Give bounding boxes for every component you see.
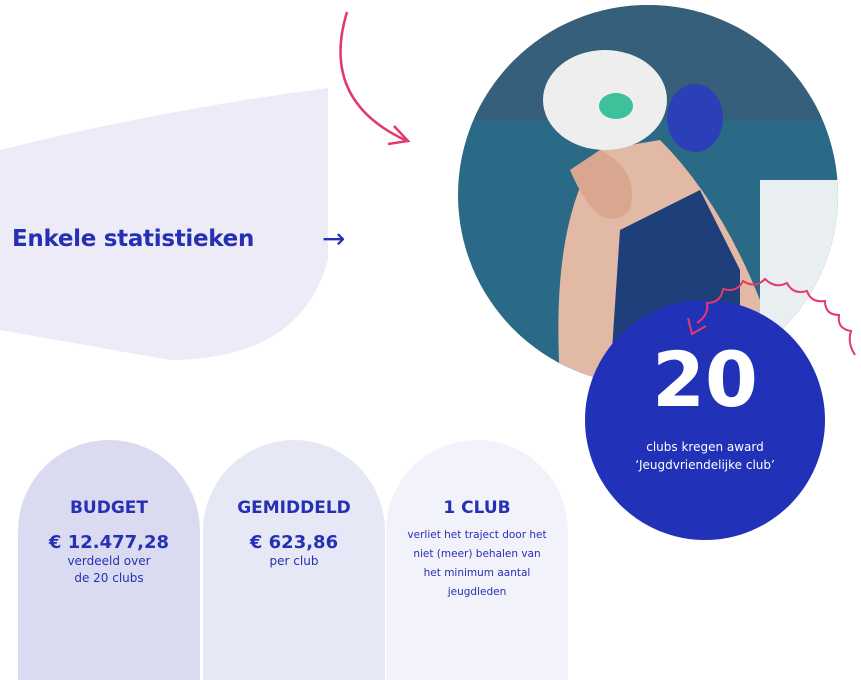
card-line: het minimum aantal [423, 567, 531, 579]
decor [0, 5, 856, 540]
card-value: € 623,86 [249, 532, 339, 553]
highlight-text: ‘Jeugdvriendelijke club’ [635, 458, 775, 472]
highlight-circle [585, 300, 825, 540]
arrow-head [687, 317, 707, 336]
card-text: verdeeld over de 20 clubs [18, 553, 200, 587]
card-title: BUDGET [69, 498, 149, 518]
card-title: GEMIDDELD [237, 498, 351, 518]
blob [0, 88, 328, 360]
heading: Enkele statistieken [12, 226, 255, 252]
highlight-text: clubs kregen award [646, 440, 764, 454]
page: Enkele statistieken → 20 clubs kregen aw… [0, 5, 856, 680]
card-line: verdeeld over [67, 554, 151, 568]
card-line: niet (meer) behalen van [413, 548, 541, 560]
arrow: → [322, 222, 346, 255]
card-value: € 12.477,28 [48, 532, 170, 553]
stat-card: 1 CLUB verliet het traject door het niet (… [386, 440, 568, 680]
wavy-arrow [696, 277, 856, 356]
card-line: per club [269, 554, 319, 568]
card-line: de 20 clubs [74, 571, 144, 585]
card-line: jeugdleden [447, 586, 507, 598]
arrow-head [387, 125, 411, 146]
card-text: per club [203, 553, 385, 570]
card-line: verliet het traject door het [407, 529, 547, 541]
card-text: verliet het traject door het niet (meer) … [386, 526, 568, 602]
curved-arrow [339, 11, 406, 142]
stat-card: BUDGET € 12.477,28 verdeeld over de 20 club… [18, 440, 200, 680]
card-title: 1 CLUB [443, 498, 511, 518]
highlight-number: 20 [652, 335, 758, 424]
stat-card: GEMIDDELD € 623,86 per club [203, 440, 385, 680]
